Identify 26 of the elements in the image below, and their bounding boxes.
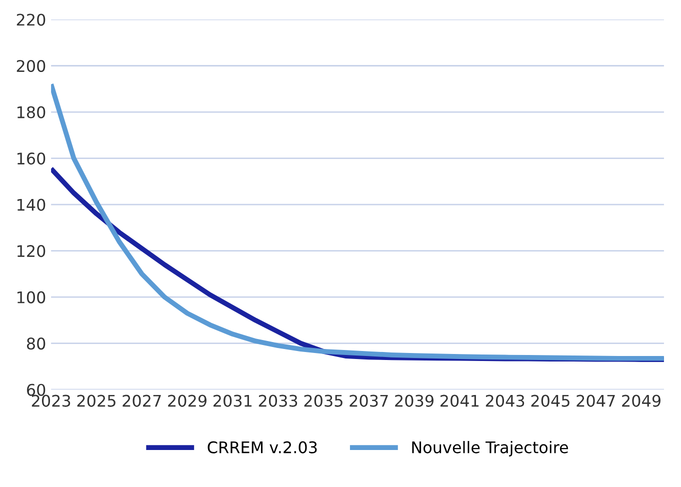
y-tick-label: 220 <box>16 14 46 26</box>
y-tick-label: 200 <box>16 60 46 72</box>
y-tick-label: 60 <box>27 384 46 396</box>
y-tick-label: 160 <box>17 152 46 165</box>
legend-label: Nouvelle Trajectoire <box>412 440 568 456</box>
x-tick-label: 2029 <box>168 394 206 407</box>
x-tick-label: 2039 <box>395 394 434 407</box>
x-tick-label: 2045 <box>531 394 570 407</box>
y-tick-label: 180 <box>17 106 46 118</box>
x-tick-label: 2041 <box>440 394 479 407</box>
y-tick-label: 140 <box>17 198 46 211</box>
x-tick-label: 2033 <box>258 394 298 407</box>
y-tick-label: 120 <box>17 245 46 258</box>
y-tick-label: 100 <box>17 291 46 304</box>
line-series <box>51 82 664 361</box>
legend-label: CRREM v.2.03 <box>208 441 317 454</box>
x-tick-label: 2027 <box>122 394 161 407</box>
x-tick-label: 2025 <box>77 394 116 407</box>
x-tick-label: 2031 <box>214 394 252 407</box>
x-tick-label: 2043 <box>486 394 524 407</box>
x-tick-label: 2047 <box>576 394 615 407</box>
x-tick-label: 2035 <box>304 394 342 407</box>
x-tick-label: 2049 <box>622 394 660 407</box>
x-tick-label: 2023 <box>32 394 70 407</box>
x-tick-label: 2037 <box>350 394 388 407</box>
y-tick-label: 80 <box>26 338 46 350</box>
